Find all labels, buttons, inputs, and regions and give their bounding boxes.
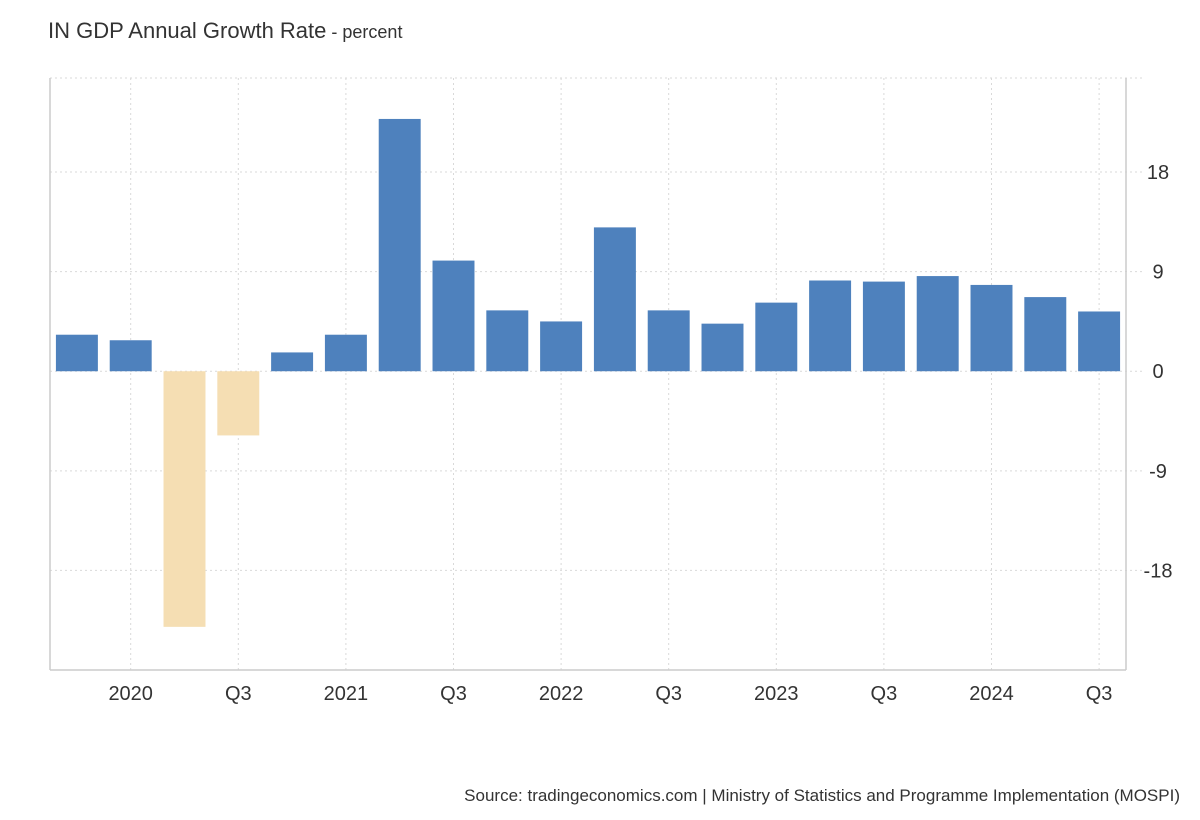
bar-2022-q3 <box>647 310 690 372</box>
bar-2024-q1 <box>970 284 1013 372</box>
bar-2021-q4 <box>486 310 529 372</box>
y-tick-label: 9 <box>1152 262 1163 284</box>
chart-title: IN GDP Annual Growth Rate <box>48 18 327 43</box>
bar-2020-q4 <box>271 352 314 372</box>
bar-2021-q2 <box>378 118 421 372</box>
bar-layer <box>55 118 1121 627</box>
x-tick-label: 2020 <box>108 683 153 705</box>
x-tick-label: Q3 <box>655 683 682 705</box>
chart-title-block: IN GDP Annual Growth Rate - percent <box>48 18 402 44</box>
label-layer: -18 -9 0 9 18 2020 Q3 2021 Q3 2022 Q3 2023 Q3 2024 Q3 <box>108 162 1172 705</box>
source-note: Source: tradingeconomics.com | Ministry … <box>464 786 1180 805</box>
bar-2022-q4 <box>701 323 744 372</box>
bar-2024-q3 <box>1078 311 1121 372</box>
bar-2020-q1 <box>109 340 152 372</box>
bar-2024-q2 <box>1024 297 1067 372</box>
bar-2023-q3 <box>862 281 905 372</box>
bar-2019-q4 <box>55 334 98 372</box>
x-tick-label: 2021 <box>324 683 369 705</box>
bar-2020-q2 <box>163 371 206 627</box>
bar-2023-q1 <box>755 302 798 372</box>
y-tick-label: 18 <box>1147 162 1169 184</box>
bar-2021-q1 <box>324 334 367 372</box>
x-tick-label: 2024 <box>969 683 1014 705</box>
chart-unit: - percent <box>326 22 403 42</box>
axis-layer <box>49 78 1127 671</box>
x-tick-label: 2022 <box>539 683 584 705</box>
y-tick-label: -18 <box>1144 560 1173 582</box>
grid-layer <box>50 77 1144 670</box>
bar-2022-q1 <box>540 321 583 372</box>
bar-2020-q3 <box>217 371 260 436</box>
x-tick-label: Q3 <box>871 683 898 705</box>
x-tick-label: 2023 <box>754 683 799 705</box>
bar-2023-q2 <box>809 280 852 372</box>
bar-2022-q2 <box>593 227 636 372</box>
gdp-growth-bar-chart: -18 -9 0 9 18 2020 Q3 2021 Q3 2022 Q3 2023 Q3 2024 Q3 <box>49 77 1172 705</box>
x-tick-label: Q3 <box>1086 683 1113 705</box>
y-tick-label: 0 <box>1152 361 1163 383</box>
x-tick-label: Q3 <box>440 683 467 705</box>
bar-2021-q3 <box>432 260 475 372</box>
y-tick-label: -9 <box>1149 461 1167 483</box>
bar-2023-q4 <box>916 276 959 372</box>
x-tick-label: Q3 <box>225 683 252 705</box>
